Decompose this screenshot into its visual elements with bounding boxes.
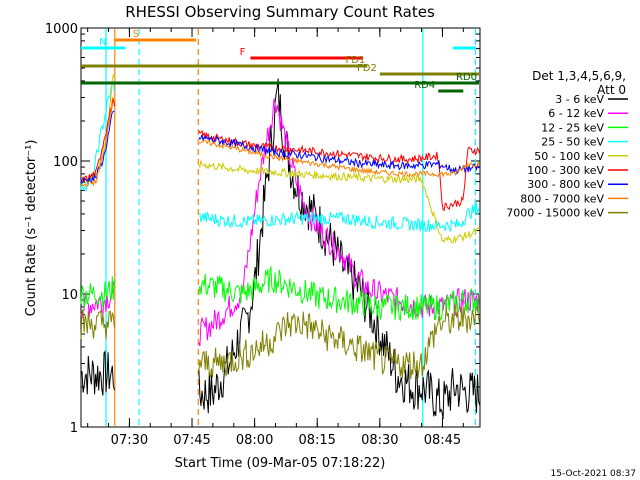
legend-label: 800 - 7000 keV xyxy=(520,192,604,205)
plot-area: 1 10 100 1000 07:30 07:45 08:00 08:15 08:30 08:45… xyxy=(45,22,481,448)
legend-label: 25 - 50 keV xyxy=(541,136,604,149)
flag-bar-label: RD0 xyxy=(456,72,477,83)
series-line xyxy=(198,203,480,232)
y-tick-label: 1 xyxy=(70,421,78,436)
series-line xyxy=(80,309,115,340)
y-axis-label: Count Rate (s⁻¹ detector⁻¹) xyxy=(24,140,39,317)
series-line xyxy=(198,160,480,244)
x-axis-label: Start Time (09-Mar-05 07:18:22) xyxy=(175,456,386,471)
plot-frame xyxy=(80,27,481,428)
series-line xyxy=(80,96,115,188)
series-line xyxy=(80,350,115,396)
flag-bar-label: N xyxy=(99,37,106,48)
series-line xyxy=(198,303,481,380)
legend-header-line2: Att 0 xyxy=(597,83,626,97)
flag-bar-label: FD2 xyxy=(357,63,377,74)
series-line xyxy=(80,276,115,308)
series-line xyxy=(80,98,115,184)
series-line xyxy=(198,134,480,175)
legend-label: 100 - 300 keV xyxy=(527,164,604,177)
legend-header-line1: Det 1,3,4,5,6,9, xyxy=(532,69,626,83)
legend-label: 12 - 25 keV xyxy=(541,121,604,134)
flag-bar-label: RD4 xyxy=(414,80,435,91)
legend-label: 3 - 6 keV xyxy=(555,93,604,106)
legend-label: 6 - 12 keV xyxy=(548,107,604,120)
x-tick-label: 08:15 xyxy=(298,433,335,448)
legend-label: 7000 - 15000 keV xyxy=(506,207,604,220)
footer-timestamp: 15-Oct-2021 08:37 xyxy=(551,469,636,479)
flag-bar-label: S xyxy=(133,29,139,40)
series-line xyxy=(198,129,481,212)
legend-label: 300 - 800 keV xyxy=(527,178,604,191)
flag-bar-label: FD1 xyxy=(345,55,365,66)
series-line xyxy=(198,266,481,322)
series-line xyxy=(80,110,115,185)
series-line xyxy=(198,98,481,347)
series-line xyxy=(80,80,115,193)
x-tick-label: 07:45 xyxy=(173,433,210,448)
x-tick-label: 08:00 xyxy=(236,433,273,448)
x-tick-label: 08:30 xyxy=(361,433,398,448)
legend-label: 50 - 100 keV xyxy=(534,150,604,163)
x-tick-label: 07:30 xyxy=(111,433,148,448)
series-line xyxy=(198,139,481,178)
y-tick-label: 1000 xyxy=(45,22,78,37)
chart-title: RHESSI Observing Summary Count Rates xyxy=(125,3,435,21)
flag-bar-label: F xyxy=(240,47,246,58)
x-tick-label: 08:45 xyxy=(424,433,461,448)
y-tick-label: 10 xyxy=(61,288,78,303)
y-tick-label: 100 xyxy=(53,155,78,170)
